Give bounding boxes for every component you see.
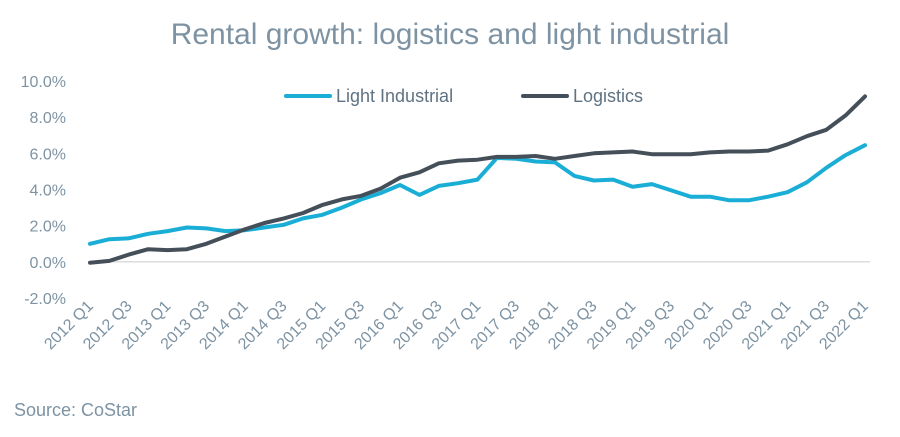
logistics-point — [204, 242, 208, 246]
light-industrial-point — [398, 183, 402, 187]
chart-source: Source: CoStar — [14, 400, 138, 420]
chart-title: Rental growth: logistics and light indus… — [170, 18, 730, 51]
light-industrial-point — [650, 182, 654, 186]
light-industrial-point — [786, 190, 790, 194]
legend-label-logistics: Logistics — [573, 86, 643, 106]
logistics-point — [166, 248, 170, 252]
light-industrial-point — [146, 232, 150, 236]
y-tick-label: -2.0% — [24, 291, 66, 308]
y-tick-label: 8.0% — [30, 110, 66, 127]
logistics-point — [495, 155, 499, 159]
light-industrial-point — [301, 216, 305, 220]
light-industrial-point — [727, 198, 731, 202]
logistics-point — [88, 261, 92, 265]
light-industrial-point — [417, 193, 421, 197]
light-industrial-point — [863, 143, 867, 147]
logistics-point — [379, 187, 383, 191]
logistics-point — [340, 197, 344, 201]
logistics-point — [359, 194, 363, 198]
light-industrial-point — [766, 195, 770, 199]
logistics-point — [146, 247, 150, 251]
logistics-point — [824, 128, 828, 132]
y-tick-label: 0.0% — [30, 255, 66, 272]
light-industrial-point — [437, 184, 441, 188]
logistics-point — [592, 151, 596, 155]
logistics-point — [553, 157, 557, 161]
logistics-point — [185, 247, 189, 251]
light-industrial-point — [204, 226, 208, 230]
light-industrial-point — [224, 229, 228, 233]
light-industrial-point — [127, 236, 131, 240]
logistics-point — [437, 161, 441, 165]
logistics-point — [262, 221, 266, 225]
logistics-point — [476, 158, 480, 162]
logistics-point — [398, 176, 402, 180]
light-industrial-point — [844, 153, 848, 157]
logistics-point — [282, 216, 286, 220]
logistics-point — [689, 152, 693, 156]
logistics-point — [805, 134, 809, 138]
light-industrial-point — [340, 206, 344, 210]
light-industrial-point — [321, 213, 325, 217]
logistics-point — [766, 149, 770, 153]
logistics-point — [747, 150, 751, 154]
y-tick-label: 2.0% — [30, 219, 66, 236]
logistics-point — [611, 150, 615, 154]
logistics-point — [863, 94, 867, 98]
logistics-point — [669, 152, 673, 156]
light-industrial-point — [708, 195, 712, 199]
logistics-point — [650, 152, 654, 156]
light-industrial-point — [689, 195, 693, 199]
series-line-logistics — [88, 94, 867, 265]
series-line-light-industrial — [88, 143, 867, 246]
light-industrial-point — [379, 191, 383, 195]
light-industrial-point — [282, 223, 286, 227]
light-industrial-point — [631, 185, 635, 189]
logistics-point — [534, 154, 538, 158]
logistics-point — [417, 170, 421, 174]
logistics-point — [301, 211, 305, 215]
light-industrial-point — [824, 166, 828, 170]
logistics-point — [708, 150, 712, 154]
light-industrial-point — [805, 180, 809, 184]
logistics-point — [456, 159, 460, 163]
logistics-point — [844, 113, 848, 117]
logistics-point — [514, 155, 518, 159]
light-industrial-point — [553, 160, 557, 164]
light-industrial-point — [107, 237, 111, 241]
light-industrial-point — [611, 178, 615, 182]
light-industrial-point — [262, 225, 266, 229]
y-tick-label: 6.0% — [30, 146, 66, 163]
logistics-point — [107, 259, 111, 263]
light-industrial-point — [88, 242, 92, 246]
light-industrial-point — [534, 159, 538, 163]
logistics-point — [572, 154, 576, 158]
logistics-point — [243, 227, 247, 231]
y-tick-label: 10.0% — [21, 74, 66, 91]
logistics-point — [727, 150, 731, 154]
light-industrial-point — [592, 178, 596, 182]
logistics-point — [224, 235, 228, 239]
logistics-point — [127, 253, 131, 257]
light-industrial-point — [747, 198, 751, 202]
logistics-point — [786, 142, 790, 146]
light-industrial-point — [669, 188, 673, 192]
light-industrial-point — [456, 181, 460, 185]
legend-label-light-industrial: Light Industrial — [336, 86, 453, 106]
light-industrial-point — [185, 225, 189, 229]
light-industrial-point — [166, 229, 170, 233]
light-industrial-point — [572, 174, 576, 178]
light-industrial-point — [476, 178, 480, 182]
logistics-point — [631, 150, 635, 154]
y-tick-label: 4.0% — [30, 183, 66, 200]
logistics-point — [321, 203, 325, 207]
